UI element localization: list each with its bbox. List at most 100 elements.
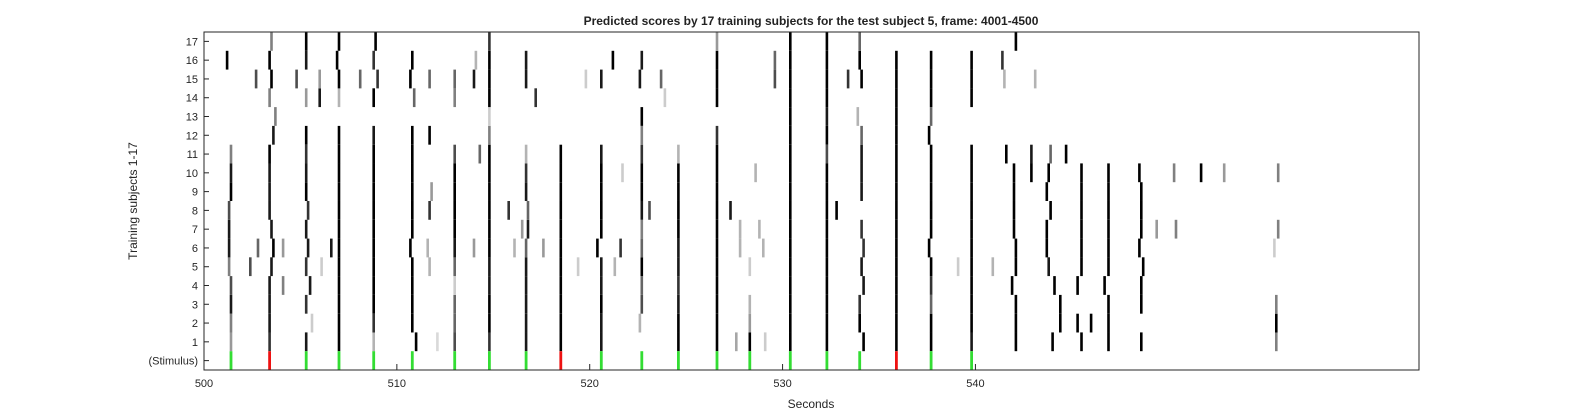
stimulus-mark-correct <box>715 351 719 370</box>
score-mark-subject-16 <box>268 50 271 70</box>
score-mark-subject-10 <box>1047 163 1050 183</box>
score-mark-subject-1 <box>1051 332 1054 352</box>
x-tick-label: 540 <box>966 378 984 390</box>
score-mark-subject-1 <box>735 332 738 352</box>
score-mark-subject-17 <box>304 32 308 51</box>
stimulus-mark-correct <box>970 351 973 370</box>
score-mark-subject-16 <box>640 50 644 70</box>
score-mark-subject-9 <box>640 182 644 201</box>
score-mark-subject-11 <box>895 144 898 164</box>
score-mark-subject-6 <box>453 238 456 258</box>
score-mark-subject-2 <box>1076 313 1079 333</box>
score-mark-subject-16 <box>411 50 414 70</box>
score-mark-subject-3 <box>411 294 414 314</box>
score-mark-subject-8 <box>526 201 530 220</box>
score-mark-subject-1 <box>229 332 233 352</box>
score-mark-subject-15 <box>638 69 642 89</box>
stimulus-mark-correct <box>599 351 603 370</box>
score-mark-subject-3 <box>929 294 933 314</box>
score-mark-subject-6 <box>825 238 829 258</box>
score-mark-subject-11 <box>488 144 491 164</box>
stimulus-mark-error <box>268 351 271 370</box>
score-mark-subject-15 <box>409 69 412 89</box>
score-mark-subject-6 <box>895 238 898 258</box>
score-mark-subject-4 <box>825 276 829 295</box>
score-mark-subject-7 <box>270 219 273 239</box>
y-tick-label: 6 <box>192 243 198 255</box>
score-mark-subject-12 <box>860 125 863 145</box>
score-mark-subject-10 <box>524 163 528 183</box>
score-mark-subject-6 <box>640 238 644 258</box>
score-mark-subject-5 <box>640 257 644 277</box>
score-mark-subject-14 <box>715 88 719 108</box>
score-mark-subject-7 <box>970 219 973 239</box>
score-mark-subject-12 <box>927 125 931 145</box>
score-mark-subject-1 <box>414 332 418 352</box>
score-mark-subject-10 <box>621 163 624 183</box>
score-mark-subject-9 <box>1012 182 1016 201</box>
score-mark-subject-14 <box>372 88 375 108</box>
score-mark-subject-8 <box>1140 201 1143 220</box>
score-mark-subject-13 <box>895 107 898 126</box>
score-mark-subject-7 <box>738 219 742 239</box>
score-mark-subject-6 <box>409 238 412 258</box>
score-mark-subject-15 <box>337 69 341 89</box>
score-mark-subject-5 <box>970 257 973 277</box>
score-mark-subject-12 <box>272 125 275 145</box>
score-mark-subject-15 <box>970 69 973 89</box>
score-mark-subject-5 <box>337 257 341 277</box>
score-mark-subject-1 <box>524 332 528 352</box>
score-mark-subject-11 <box>929 144 933 164</box>
score-mark-subject-8 <box>507 201 510 220</box>
score-mark-subject-6 <box>472 238 476 258</box>
score-mark-subject-17 <box>374 32 377 51</box>
score-mark-subject-16 <box>1001 50 1004 70</box>
score-mark-subject-12 <box>372 125 375 145</box>
score-mark-subject-1 <box>453 332 456 352</box>
score-mark-subject-10 <box>1012 163 1016 183</box>
score-mark-subject-5 <box>929 257 933 277</box>
score-mark-subject-3 <box>677 294 680 314</box>
y-tick-label: 17 <box>186 36 198 48</box>
score-mark-subject-12 <box>337 125 341 145</box>
score-mark-subject-5 <box>428 257 431 277</box>
score-mark-subject-8 <box>715 201 719 220</box>
score-mark-subject-4 <box>862 276 865 295</box>
score-mark-subject-3 <box>895 294 898 314</box>
score-mark-subject-7 <box>825 219 829 239</box>
score-mark-subject-4 <box>640 276 644 295</box>
score-mark-subject-8 <box>1080 201 1083 220</box>
score-mark-subject-2 <box>895 313 898 333</box>
score-mark-subject-15 <box>472 69 476 89</box>
score-mark-subject-8 <box>677 201 680 220</box>
score-mark-subject-2 <box>524 313 528 333</box>
score-mark-subject-16 <box>611 50 615 70</box>
score-mark-subject-4 <box>789 276 792 295</box>
score-mark-subject-5 <box>1141 257 1145 277</box>
score-mark-subject-17 <box>789 32 792 51</box>
score-mark-subject-12 <box>895 125 898 145</box>
score-mark-subject-11 <box>559 144 563 164</box>
score-mark-subject-4 <box>600 276 603 295</box>
score-mark-subject-3 <box>229 294 233 314</box>
score-mark-subject-13 <box>789 107 792 126</box>
score-mark-subject-11 <box>411 144 414 164</box>
score-mark-subject-7 <box>640 219 644 239</box>
score-mark-subject-2 <box>789 313 792 333</box>
x-tick-label: 510 <box>388 378 406 390</box>
score-mark-subject-9 <box>1140 182 1143 201</box>
score-mark-subject-8 <box>789 201 792 220</box>
score-mark-subject-1 <box>929 332 933 352</box>
score-mark-subject-14 <box>895 88 898 108</box>
score-mark-subject-5 <box>320 257 323 277</box>
y-tick-label: 3 <box>192 299 198 311</box>
score-mark-subject-2 <box>1014 313 1018 333</box>
score-mark-subject-3 <box>640 294 644 314</box>
score-mark-subject-10 <box>1172 163 1176 183</box>
score-mark-subject-8 <box>428 201 431 220</box>
score-mark-subject-1 <box>970 332 973 352</box>
score-mark-subject-16 <box>929 50 933 70</box>
score-mark-subject-8 <box>559 201 563 220</box>
score-mark-subject-2 <box>310 313 314 333</box>
score-mark-subject-2 <box>229 313 233 333</box>
